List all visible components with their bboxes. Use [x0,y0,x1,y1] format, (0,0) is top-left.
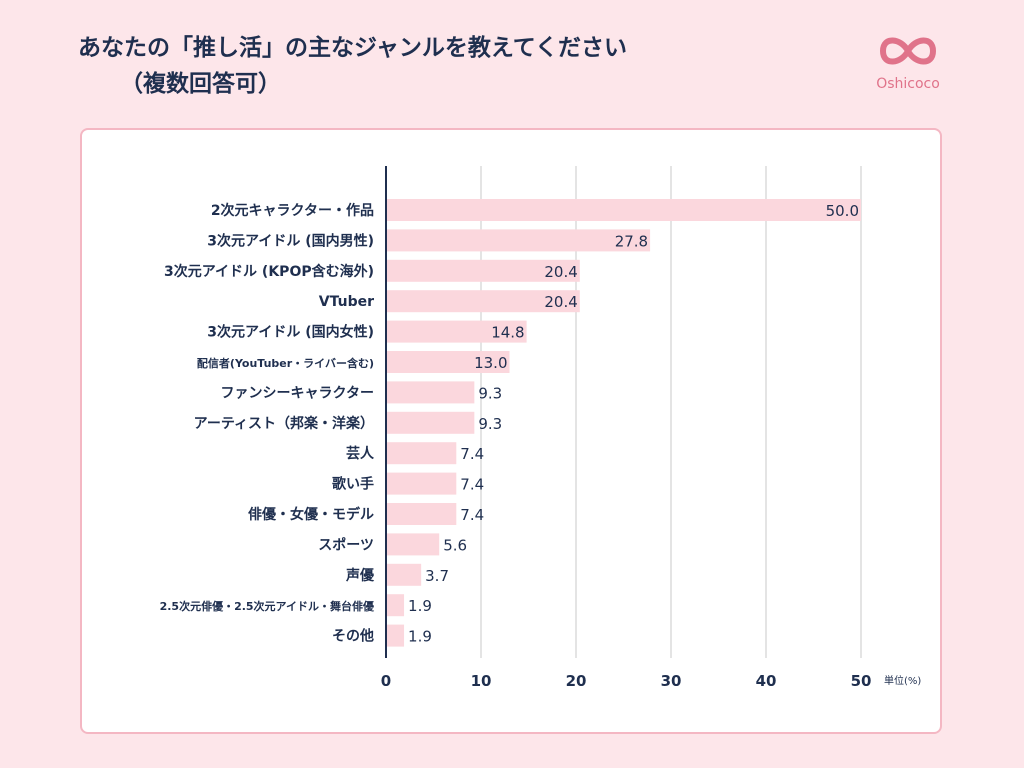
infinity-heart-icon [880,37,936,65]
bar [386,472,457,495]
category-label: その他 [332,628,374,645]
x-tick-label: 30 [661,672,682,690]
category-label: VTuber [319,294,374,310]
x-tick-label: 20 [566,672,587,690]
bar [386,290,580,313]
category-label: スポーツ [318,536,374,553]
value-label: 7.4 [460,506,484,524]
title-line-2: （複数回答可） [120,71,281,97]
x-tick-label: 0 [381,672,391,690]
category-label: 歌い手 [332,476,374,493]
value-label: 5.6 [443,536,467,554]
bar [386,411,475,434]
category-label: 2次元キャラクター・作品 [211,202,374,219]
chart-card: 2次元キャラクター・作品 50.0 3次元アイドル (国内男性) 27.8 3次元アイド… [80,128,942,734]
bar [386,533,440,556]
value-label: 1.9 [408,628,432,646]
unit-label: 単位(%) [884,674,921,687]
value-label: 20.4 [544,263,577,281]
value-label: 7.4 [460,476,484,494]
x-tick-label: 40 [756,672,777,690]
bar [386,624,405,647]
value-label: 9.3 [478,384,502,402]
value-label: 27.8 [615,232,648,250]
value-label: 3.7 [425,567,449,585]
value-label: 20.4 [544,293,577,311]
category-label: ファンシーキャラクター [221,385,374,401]
bar [386,259,580,282]
bar [386,320,527,343]
bar [386,563,422,586]
bar [386,351,510,373]
value-label: 13.0 [474,354,507,372]
category-label: 2.5次元俳優・2.5次元アイドル・舞台俳優 [160,599,375,613]
bar [386,503,457,525]
bar [386,381,475,404]
category-label: 配信者(YouTuber・ライバー含む) [197,356,374,370]
bar [386,199,861,221]
bar [386,229,651,252]
category-label: アーティスト（邦楽・洋楽） [194,415,374,432]
bar [386,594,405,617]
x-tick-label: 50 [851,672,872,690]
value-label: 50.0 [826,202,859,220]
value-label: 1.9 [408,597,432,615]
category-label: 芸人 [346,445,375,462]
x-tick-label: 10 [471,672,492,690]
oshicoco-logo: Oshicoco [868,30,948,100]
value-label: 14.8 [491,324,524,342]
category-label: 3次元アイドル (国内女性) [207,324,374,341]
category-label: 俳優・女優・モデル [248,506,374,523]
bar [386,442,457,465]
title-line-1: あなたの「推し活」の主なジャンルを教えてください [78,35,628,61]
bar-chart: 2次元キャラクター・作品 50.0 3次元アイドル (国内男性) 27.8 3次元アイド… [160,166,921,690]
chart-title: あなたの「推し活」の主なジャンルを教えてください （複数回答可） [78,30,627,102]
value-label: 9.3 [478,415,502,433]
logo-text: Oshicoco [876,76,940,92]
value-label: 7.4 [460,445,484,463]
category-label: 3次元アイドル (KPOP含む海外) [164,263,374,280]
category-label: 3次元アイドル (国内男性) [207,232,374,249]
category-label: 声優 [345,567,375,584]
